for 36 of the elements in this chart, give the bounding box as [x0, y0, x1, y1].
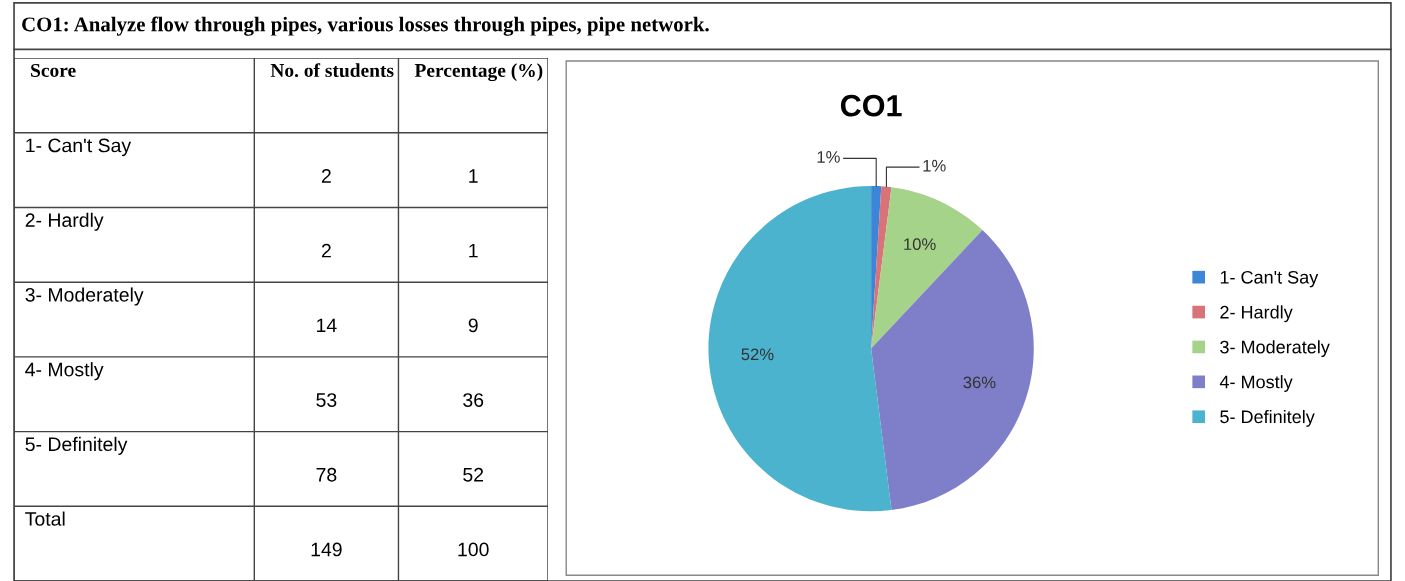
text: 5- Definitely [25, 436, 128, 455]
text: 3- Moderately [25, 287, 144, 306]
text: No. of students [270, 63, 394, 78]
pie-slice [871, 230, 1034, 510]
text: CO1: Analyze flow through pipes, various losses through pipes, pipe network. [22, 16, 709, 36]
legend-label: 5- Definitely [1220, 409, 1315, 427]
legend-label: 4- Mostly [1219, 375, 1293, 392]
text: 52 [463, 467, 484, 482]
text: 36 [463, 393, 484, 407]
pie-slice [871, 187, 983, 349]
legend-label: 1- Can't Say [1220, 270, 1319, 288]
text: 2 [321, 243, 331, 258]
text: Score [31, 63, 76, 78]
text: 2- Hardly [25, 212, 104, 231]
text: 100 [458, 542, 489, 557]
data-label: 1% [923, 159, 946, 172]
chart-title: CO1 [840, 94, 902, 117]
text: 14 [317, 318, 337, 333]
text: Percentage (%) [414, 63, 543, 82]
text: Total [25, 511, 65, 526]
legend-label: 3- Moderately [1220, 340, 1330, 358]
text: 78 [316, 467, 337, 482]
text: 2 [321, 169, 331, 183]
data-label: 52% [741, 348, 774, 361]
legend-label: 2- Hardly [1220, 305, 1293, 323]
data-label: 1% [817, 151, 840, 163]
text: 1 [469, 243, 478, 258]
data-label: 10% [904, 238, 936, 251]
text: 1- Can't Say [26, 138, 132, 157]
pie-slice [708, 185, 892, 512]
text: 149 [311, 542, 342, 557]
text: 53 [316, 393, 337, 407]
text: 9 [468, 318, 478, 333]
data-label: 36% [963, 376, 996, 389]
text: 4- Mostly [25, 362, 104, 381]
text: 1 [469, 169, 478, 183]
